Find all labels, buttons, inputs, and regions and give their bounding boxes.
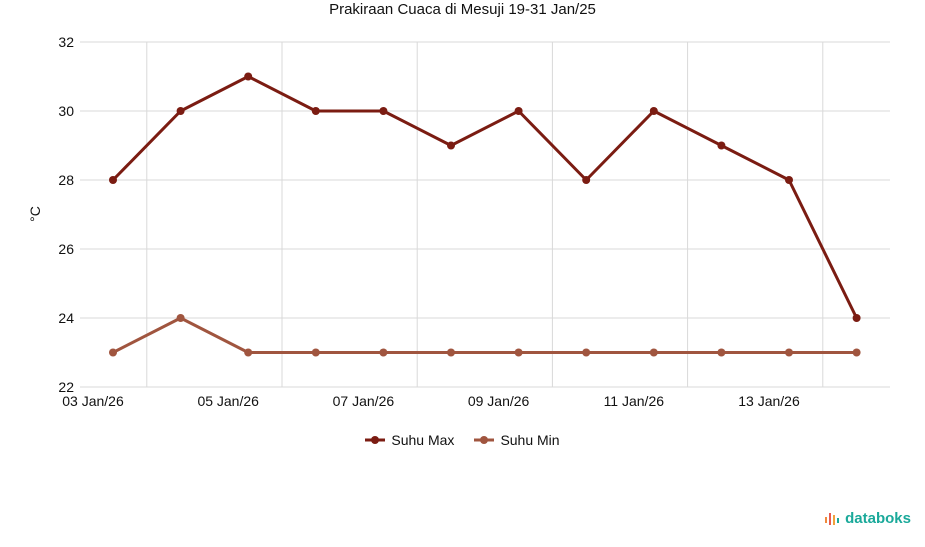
data-point (514, 348, 523, 357)
y-tick-label: 28 (58, 172, 74, 188)
legend-label: Suhu Max (391, 432, 455, 448)
x-tick-labels: 03 Jan/26 05 Jan/26 07 Jan/26 09 Jan/26 11 J… (62, 393, 800, 409)
data-point (447, 348, 455, 357)
x-tick-label: 11 Jan/26 (604, 393, 665, 409)
series-suhu-max (109, 72, 861, 322)
data-point (311, 348, 320, 357)
y-tick-label: 32 (58, 34, 74, 50)
data-point (785, 348, 793, 357)
data-point (176, 107, 185, 115)
data-point (379, 348, 388, 357)
legend-swatch (474, 436, 495, 444)
legend: Suhu Max Suhu Min (0, 432, 925, 448)
legend-label: Suhu Min (500, 432, 560, 448)
data-point (244, 348, 253, 357)
data-point (852, 314, 861, 322)
legend-swatch-marker (480, 436, 489, 444)
legend-item[interactable]: Suhu Max (365, 432, 454, 448)
data-point (717, 348, 726, 357)
series-lines (109, 72, 861, 357)
chart-title: Prakiraan Cuaca di Mesuji 19-31 Jan/25 (329, 1, 596, 18)
y-tick-label: 24 (58, 310, 74, 326)
data-point (582, 348, 591, 357)
y-tick-label: 30 (58, 103, 74, 119)
y-tick-labels: 22 24 26 28 30 32 (58, 34, 74, 395)
databoks-logo-icon (825, 512, 840, 525)
data-point (447, 141, 455, 150)
series-suhu-min (109, 314, 861, 357)
y-tick-label: 22 (58, 379, 74, 395)
y-axis-label: °C (27, 206, 43, 222)
grid-lines (80, 41, 890, 388)
data-point (109, 348, 117, 357)
series-line (112, 316, 857, 354)
data-point (514, 107, 523, 115)
data-point (649, 348, 658, 357)
data-point (109, 176, 117, 184)
legend-swatch-marker (371, 436, 380, 444)
data-point (582, 176, 591, 184)
x-tick-label: 09 Jan/26 (468, 393, 530, 409)
legend-item[interactable]: Suhu Min (474, 432, 560, 448)
data-point (785, 176, 793, 184)
data-point (176, 314, 185, 322)
x-tick-label: 03 Jan/26 (62, 393, 124, 409)
legend-swatch (365, 436, 386, 444)
data-point (244, 72, 253, 81)
data-point (379, 107, 388, 115)
y-tick-label: 26 (58, 241, 74, 257)
x-tick-label: 07 Jan/26 (333, 393, 395, 409)
data-point (649, 107, 658, 115)
line-chart: 22 24 26 28 30 32 03 Jan/26 05 Jan/26 07 Jan/26… (27, 34, 890, 409)
data-point (311, 107, 320, 115)
databoks-logo: databoks (824, 510, 911, 527)
x-tick-label: 05 Jan/26 (197, 393, 259, 409)
data-point (717, 141, 726, 150)
brand-name: databoks (845, 510, 911, 527)
x-tick-label: 13 Jan/26 (738, 393, 800, 409)
data-point (852, 348, 861, 357)
series-line (111, 75, 858, 319)
